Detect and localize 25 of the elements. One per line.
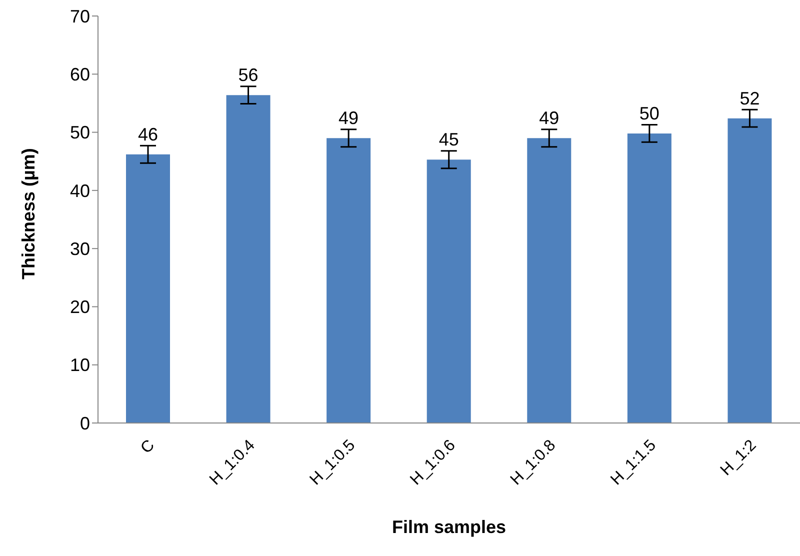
bar xyxy=(326,138,371,423)
bar xyxy=(426,160,471,423)
y-tick-label: 20 xyxy=(70,297,90,318)
y-tick-label: 70 xyxy=(70,6,90,26)
y-tick-label: 60 xyxy=(70,64,90,85)
y-tick-label: 30 xyxy=(70,238,90,259)
bar xyxy=(226,95,270,423)
data-label: 56 xyxy=(238,65,258,86)
y-tick-label: 10 xyxy=(70,355,90,376)
y-tick-label: 40 xyxy=(70,180,90,201)
data-label: 50 xyxy=(639,103,660,124)
x-tick-label: C xyxy=(138,436,158,458)
data-label: 52 xyxy=(740,88,760,108)
bar xyxy=(527,138,572,423)
y-tick-label: 50 xyxy=(70,122,90,143)
data-label: 45 xyxy=(438,130,459,150)
data-label: 49 xyxy=(338,108,359,128)
x-axis-title: Film samples xyxy=(392,517,506,537)
y-axis-title: Thickness (µm) xyxy=(18,148,38,280)
bar xyxy=(627,133,672,423)
bar xyxy=(728,118,772,423)
data-label: 46 xyxy=(138,124,158,144)
bar xyxy=(126,154,170,423)
data-label: 49 xyxy=(539,108,560,128)
y-tick-label: 0 xyxy=(80,413,90,434)
